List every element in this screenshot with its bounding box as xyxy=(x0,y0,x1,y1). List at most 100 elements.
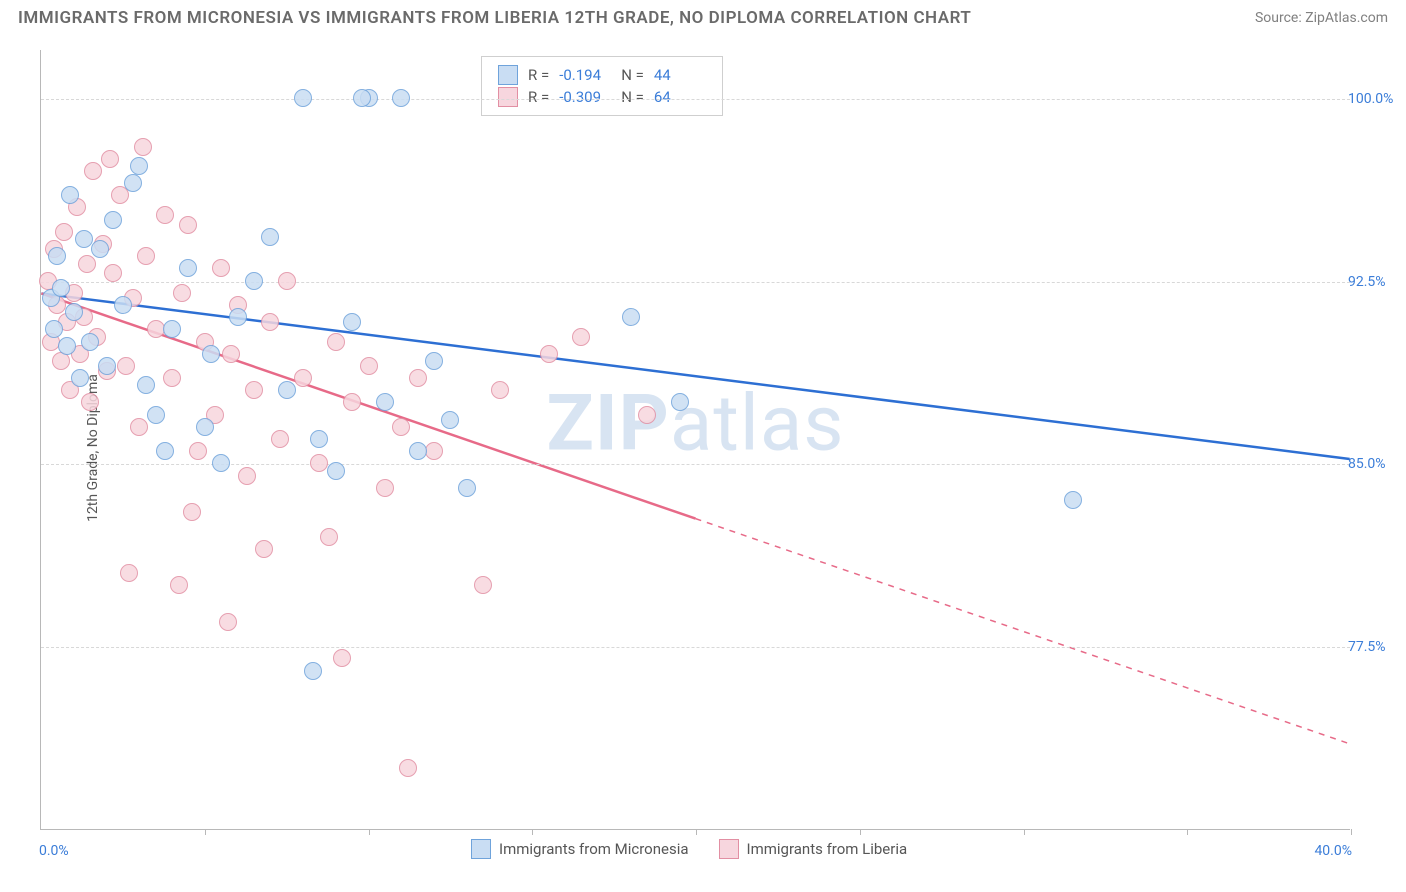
watermark: ZIPatlas xyxy=(546,378,844,469)
data-point xyxy=(104,211,122,229)
data-point xyxy=(45,320,63,338)
data-point xyxy=(409,442,427,460)
data-point xyxy=(399,759,417,777)
data-point xyxy=(130,418,148,436)
data-point xyxy=(638,406,656,424)
legend-label: Immigrants from Liberia xyxy=(747,840,908,858)
data-point xyxy=(271,430,289,448)
data-point xyxy=(327,462,345,480)
data-point xyxy=(52,279,70,297)
x-tick xyxy=(1187,829,1188,835)
data-point xyxy=(310,454,328,472)
data-point xyxy=(353,89,371,107)
y-tick-label: 100.0% xyxy=(1348,91,1398,107)
data-point xyxy=(491,381,509,399)
legend-row-liberia: R = -0.309 N = 64 xyxy=(498,87,706,107)
data-point xyxy=(130,157,148,175)
y-tick-label: 92.5% xyxy=(1348,274,1398,290)
data-point xyxy=(278,272,296,290)
data-point xyxy=(1064,491,1082,509)
x-tick xyxy=(532,829,533,835)
x-tick xyxy=(1351,829,1352,835)
data-point xyxy=(55,223,73,241)
data-point xyxy=(212,259,230,277)
data-point xyxy=(255,540,273,558)
data-point xyxy=(360,357,378,375)
y-tick-label: 85.0% xyxy=(1348,456,1398,472)
data-point xyxy=(343,393,361,411)
data-point xyxy=(147,406,165,424)
swatch-micronesia xyxy=(498,65,518,85)
data-point xyxy=(310,430,328,448)
data-point xyxy=(81,333,99,351)
y-tick-label: 77.5% xyxy=(1348,639,1398,655)
data-point xyxy=(156,442,174,460)
data-point xyxy=(229,308,247,326)
data-point xyxy=(392,89,410,107)
data-point xyxy=(91,240,109,258)
data-point xyxy=(120,564,138,582)
data-point xyxy=(124,174,142,192)
data-point xyxy=(327,333,345,351)
data-point xyxy=(147,320,165,338)
data-point xyxy=(219,613,237,631)
data-point xyxy=(441,411,459,429)
data-point xyxy=(179,216,197,234)
grid-line xyxy=(41,282,1350,283)
data-point xyxy=(189,442,207,460)
data-point xyxy=(474,576,492,594)
x-axis-max-label: 40.0% xyxy=(1314,843,1352,859)
data-point xyxy=(320,528,338,546)
n-label: N = xyxy=(621,88,644,106)
data-point xyxy=(170,576,188,594)
data-point xyxy=(134,138,152,156)
data-point xyxy=(333,649,351,667)
data-point xyxy=(671,393,689,411)
data-point xyxy=(458,479,476,497)
r-value: -0.309 xyxy=(559,88,611,106)
data-point xyxy=(117,357,135,375)
grid-line xyxy=(41,647,1350,648)
r-value: -0.194 xyxy=(559,66,611,84)
data-point xyxy=(81,393,99,411)
data-point xyxy=(622,308,640,326)
data-point xyxy=(71,369,89,387)
data-point xyxy=(183,503,201,521)
data-point xyxy=(163,320,181,338)
x-tick xyxy=(696,829,697,835)
data-point xyxy=(425,352,443,370)
trend-lines-layer xyxy=(41,50,1350,829)
data-point xyxy=(278,381,296,399)
data-point xyxy=(540,345,558,363)
grid-line xyxy=(41,464,1350,465)
data-point xyxy=(261,313,279,331)
swatch-liberia xyxy=(498,87,518,107)
data-point xyxy=(173,284,191,302)
data-point xyxy=(75,230,93,248)
data-point xyxy=(572,328,590,346)
series-legend: Immigrants from Micronesia Immigrants fr… xyxy=(471,839,907,859)
data-point xyxy=(137,247,155,265)
data-point xyxy=(304,662,322,680)
r-label: R = xyxy=(528,88,549,106)
data-point xyxy=(343,313,361,331)
data-point xyxy=(196,418,214,436)
data-point xyxy=(245,381,263,399)
data-point xyxy=(78,255,96,273)
data-point xyxy=(179,259,197,277)
x-tick xyxy=(369,829,370,835)
data-point xyxy=(376,479,394,497)
data-point xyxy=(114,296,132,314)
data-point xyxy=(98,357,116,375)
correlation-legend: R = -0.194 N = 44 R = -0.309 N = 64 xyxy=(481,56,723,116)
n-value: 44 xyxy=(654,66,706,84)
chart-header: IMMIGRANTS FROM MICRONESIA VS IMMIGRANTS… xyxy=(0,0,1406,36)
data-point xyxy=(245,272,263,290)
legend-row-micronesia: R = -0.194 N = 44 xyxy=(498,65,706,85)
data-point xyxy=(425,442,443,460)
data-point xyxy=(48,247,66,265)
data-point xyxy=(212,454,230,472)
x-axis-min-label: 0.0% xyxy=(39,843,69,859)
data-point xyxy=(261,228,279,246)
data-point xyxy=(238,467,256,485)
